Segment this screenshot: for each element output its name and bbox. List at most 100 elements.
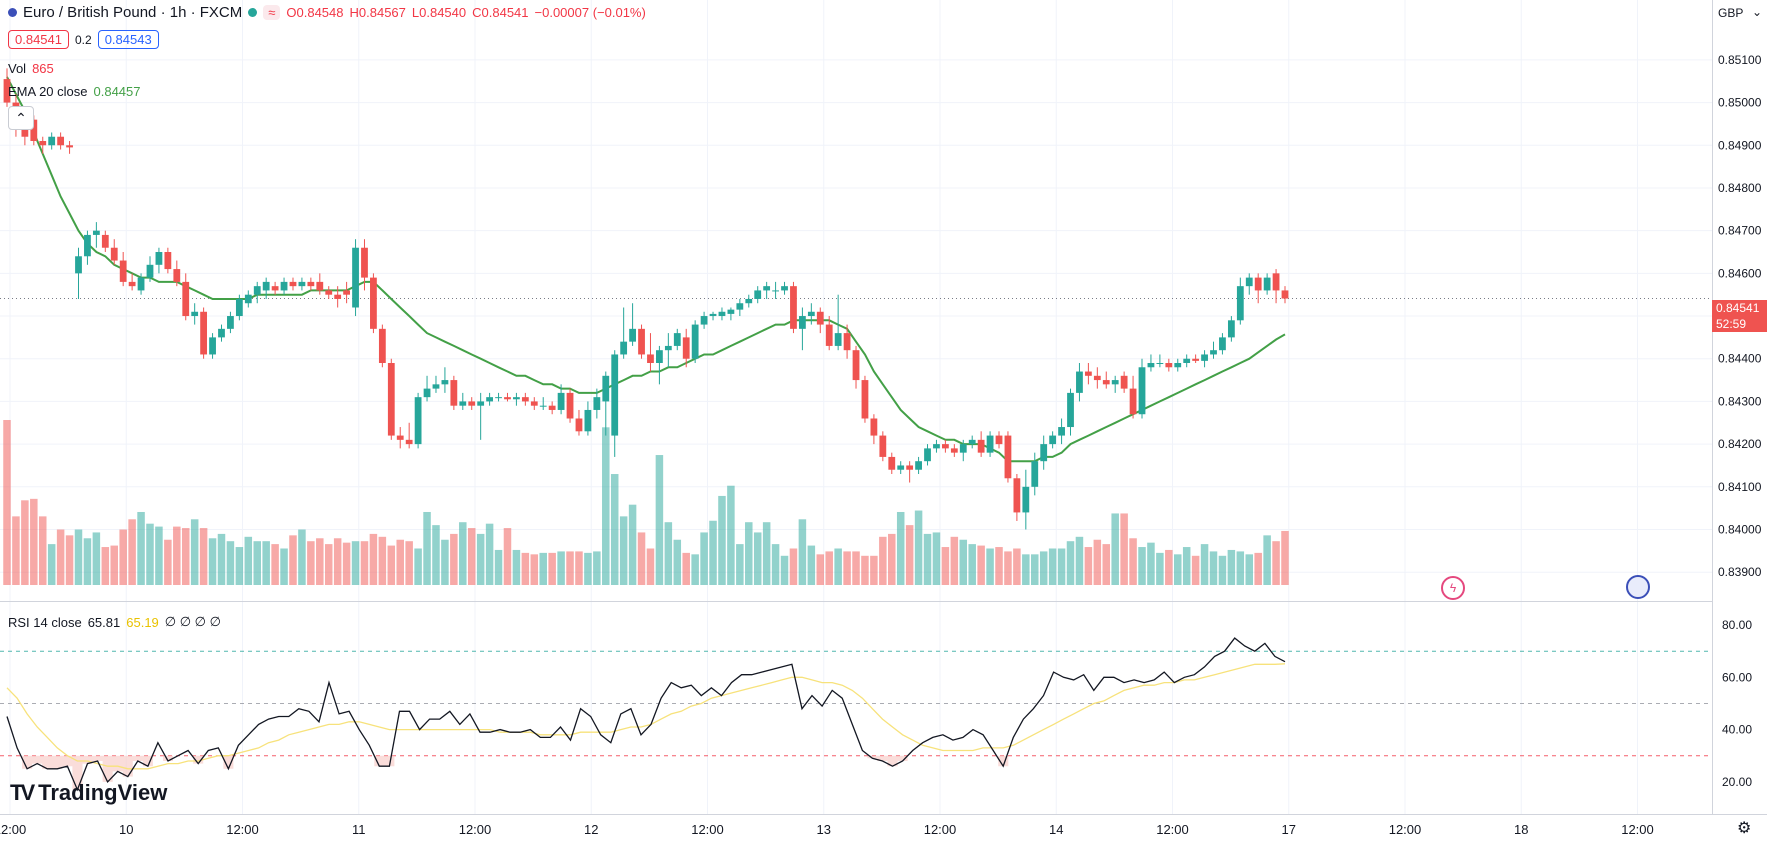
volume-bar bbox=[1218, 555, 1227, 585]
price-tick: 0.83900 bbox=[1718, 565, 1762, 579]
candle-body bbox=[137, 277, 145, 291]
ema-legend[interactable]: EMA 20 close 0.84457 bbox=[8, 84, 141, 99]
volume-bar bbox=[798, 519, 807, 585]
lightning-icon[interactable]: ϟ bbox=[1441, 576, 1465, 600]
market-open-icon bbox=[248, 8, 258, 17]
ema-value: 0.84457 bbox=[93, 84, 141, 99]
volume-bar bbox=[780, 555, 789, 585]
rsi-legend[interactable]: RSI 14 close 65.81 65.19 ∅ ∅ ∅ ∅ bbox=[8, 614, 221, 630]
volume-bar bbox=[977, 545, 985, 585]
candle-body bbox=[611, 354, 619, 436]
chevron-down-icon[interactable]: ⌄ bbox=[1752, 5, 1763, 19]
volume-bar bbox=[190, 519, 199, 585]
candle-body bbox=[513, 397, 520, 400]
price-axis[interactable]: 0.85100 0.85000 0.84900 0.84800 0.84700 0.846… bbox=[1718, 53, 1762, 579]
volume-bar bbox=[950, 536, 959, 585]
price-tick: 0.84100 bbox=[1718, 480, 1762, 494]
volume-bar bbox=[655, 455, 664, 585]
candle-body bbox=[584, 409, 592, 432]
candle-body bbox=[450, 380, 458, 406]
candle-body bbox=[289, 281, 297, 287]
volume-bar bbox=[602, 427, 610, 585]
candle-body bbox=[1111, 380, 1119, 385]
volume-bar bbox=[217, 533, 226, 585]
settings-icon[interactable]: ⚙ bbox=[1737, 820, 1752, 837]
candle-body bbox=[888, 456, 896, 470]
volume-bar bbox=[816, 554, 825, 585]
candle-body bbox=[235, 298, 243, 317]
volume-bar bbox=[378, 536, 387, 585]
rsi-line bbox=[6, 637, 1286, 792]
tradingview-logo[interactable]: TV TradingView bbox=[10, 780, 167, 806]
candle-body bbox=[682, 337, 690, 359]
volume-bar bbox=[1111, 513, 1119, 585]
candle-body bbox=[790, 286, 797, 329]
volume-bar bbox=[530, 554, 539, 585]
sell-button[interactable]: 0.84541 bbox=[8, 30, 69, 49]
candle-body bbox=[119, 260, 127, 282]
time-tick: 12 bbox=[584, 822, 598, 837]
ohlc-change: −0.00007 (−0.01%) bbox=[534, 5, 646, 20]
volume-legend[interactable]: Vol 865 bbox=[8, 61, 54, 76]
candle-body bbox=[1084, 371, 1092, 376]
volume-bar bbox=[1129, 538, 1137, 585]
candle-body bbox=[227, 316, 234, 329]
candle-body bbox=[1245, 277, 1253, 287]
candle-body bbox=[575, 418, 583, 432]
volume-bar bbox=[137, 511, 145, 585]
ema-label: EMA 20 close bbox=[8, 84, 88, 99]
candle-body bbox=[548, 405, 556, 410]
volume-bar bbox=[1263, 535, 1271, 585]
volume-bar bbox=[575, 551, 583, 585]
candle-body bbox=[30, 119, 38, 141]
candle-body bbox=[1192, 358, 1200, 361]
candle-body bbox=[754, 290, 762, 299]
volume-bar bbox=[539, 552, 547, 585]
tradingview-mark-icon: TV bbox=[10, 780, 35, 805]
price-tick: 0.84300 bbox=[1718, 394, 1762, 408]
spread-value: 0.2 bbox=[75, 32, 92, 47]
rsi-ma-value: 65.19 bbox=[126, 614, 159, 630]
candle-body bbox=[1165, 363, 1173, 368]
volume-bar bbox=[324, 544, 333, 585]
volume-bar bbox=[619, 516, 628, 585]
volume-bar bbox=[494, 549, 503, 585]
time-tick: 17 bbox=[1282, 822, 1296, 837]
candle-body bbox=[825, 324, 833, 346]
currency-selector[interactable]: GBP bbox=[1718, 6, 1744, 20]
candle-body bbox=[1174, 363, 1182, 368]
rsi-axis[interactable]: 80.00 60.00 40.00 20.00 bbox=[1722, 618, 1752, 789]
candle-body bbox=[459, 401, 467, 406]
volume-bar bbox=[1156, 552, 1164, 585]
time-axis[interactable]: 12:00 10 12:00 11 12:00 12 12:00 13 12:00 14 12:00… bbox=[0, 822, 1654, 837]
volume-bar bbox=[1066, 541, 1075, 585]
volume-bar bbox=[593, 551, 601, 585]
candle-body bbox=[101, 234, 109, 248]
candle-body bbox=[852, 350, 860, 381]
volume-bar bbox=[1120, 513, 1128, 585]
symbol-title[interactable]: Euro / British Pound · 1h · FXCM bbox=[23, 4, 243, 21]
volume-bar bbox=[888, 533, 896, 585]
volume-bar bbox=[628, 504, 637, 585]
candle-body bbox=[1031, 461, 1039, 487]
volume-bar bbox=[226, 541, 235, 585]
candle-body bbox=[325, 290, 333, 295]
price-tick: 0.84400 bbox=[1718, 352, 1762, 366]
volume-bar bbox=[870, 555, 878, 585]
globe-icon[interactable] bbox=[1626, 575, 1650, 599]
candles bbox=[3, 68, 1289, 530]
data-badge[interactable]: ≈ bbox=[263, 5, 281, 20]
candle-body bbox=[736, 303, 744, 310]
buy-button[interactable]: 0.84543 bbox=[97, 30, 159, 49]
candle-body bbox=[1093, 375, 1101, 381]
collapse-legend-button[interactable]: ⌃ bbox=[8, 106, 34, 130]
candle-body bbox=[504, 397, 511, 400]
candle-body bbox=[218, 328, 225, 338]
time-tick: 11 bbox=[352, 822, 366, 837]
volume-bar bbox=[1039, 551, 1048, 585]
volume-bar bbox=[83, 538, 92, 585]
volume-bar bbox=[369, 533, 378, 585]
volume-bar bbox=[387, 545, 396, 585]
volume-label: Vol bbox=[8, 61, 27, 76]
